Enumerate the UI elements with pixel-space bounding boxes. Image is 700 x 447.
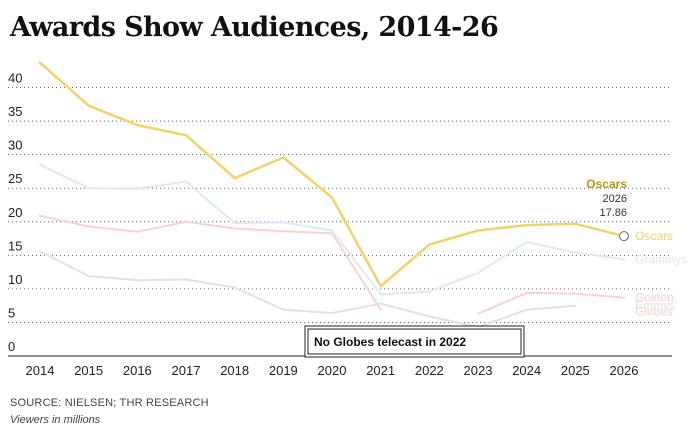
units-note: Viewers in millions bbox=[10, 414, 101, 426]
grid bbox=[8, 87, 672, 357]
x-tick-label: 2020 bbox=[318, 363, 347, 378]
y-tick-label: 40 bbox=[8, 71, 22, 86]
y-tick-label: 35 bbox=[8, 104, 22, 119]
tooltip-value: 17.86 bbox=[599, 207, 627, 219]
tooltip-year: 2026 bbox=[603, 193, 627, 205]
series-label-emmys: Emmys bbox=[635, 299, 675, 313]
annotation-outer-border bbox=[304, 325, 525, 358]
y-tick-label: 0 bbox=[8, 339, 15, 354]
hover-tooltip: Oscars 2026 17.86 bbox=[586, 177, 629, 242]
series-lines bbox=[38, 61, 626, 329]
y-axis: 0 5 10 15 20 25 30 35 40 bbox=[8, 71, 22, 354]
tooltip-series-name: Oscars bbox=[586, 177, 627, 191]
x-tick-label: 2024 bbox=[512, 363, 541, 378]
x-tick-label: 2014 bbox=[26, 363, 55, 378]
x-tick-label: 2026 bbox=[610, 363, 639, 378]
x-tick-label: 2021 bbox=[366, 363, 395, 378]
y-tick-label: 25 bbox=[8, 171, 22, 186]
x-tick-label: 2022 bbox=[415, 363, 444, 378]
x-tick-label: 2025 bbox=[561, 363, 590, 378]
series-label-oscars: Oscars bbox=[635, 229, 673, 243]
series-label-golden-globes: Golden Globes bbox=[635, 291, 674, 319]
annotation-inner-border bbox=[307, 328, 522, 355]
chart-title: Awards Show Audiences, 2014-26 bbox=[9, 12, 498, 43]
y-tick-label: 5 bbox=[8, 305, 15, 320]
x-axis: 2014 2015 2016 2017 2018 2019 2020 2021 2022 2023… bbox=[26, 363, 639, 378]
y-tick-label: 10 bbox=[8, 272, 22, 287]
x-tick-label: 2018 bbox=[220, 363, 249, 378]
x-tick-label: 2023 bbox=[464, 363, 493, 378]
no-globes-annotation: No Globes telecast in 2022 bbox=[304, 325, 525, 358]
series-line-emmys bbox=[39, 250, 577, 329]
x-tick-label: 2016 bbox=[123, 363, 152, 378]
y-tick-label: 30 bbox=[8, 138, 22, 153]
series-line-golden-globes bbox=[39, 214, 625, 315]
series-label-grammys: Grammys bbox=[635, 252, 687, 266]
y-tick-label: 20 bbox=[8, 205, 22, 220]
x-tick-label: 2019 bbox=[269, 363, 298, 378]
y-tick-label: 15 bbox=[8, 238, 22, 253]
tooltip-marker bbox=[619, 231, 629, 242]
x-tick-label: 2017 bbox=[172, 363, 201, 378]
annotation-text: No Globes telecast in 2022 bbox=[314, 335, 466, 349]
series-line-oscars bbox=[38, 61, 626, 288]
source-note: SOURCE: NIELSEN; THR RESEARCH bbox=[10, 397, 209, 409]
x-tick-label: 2015 bbox=[74, 363, 103, 378]
series-line-grammys bbox=[39, 163, 625, 296]
